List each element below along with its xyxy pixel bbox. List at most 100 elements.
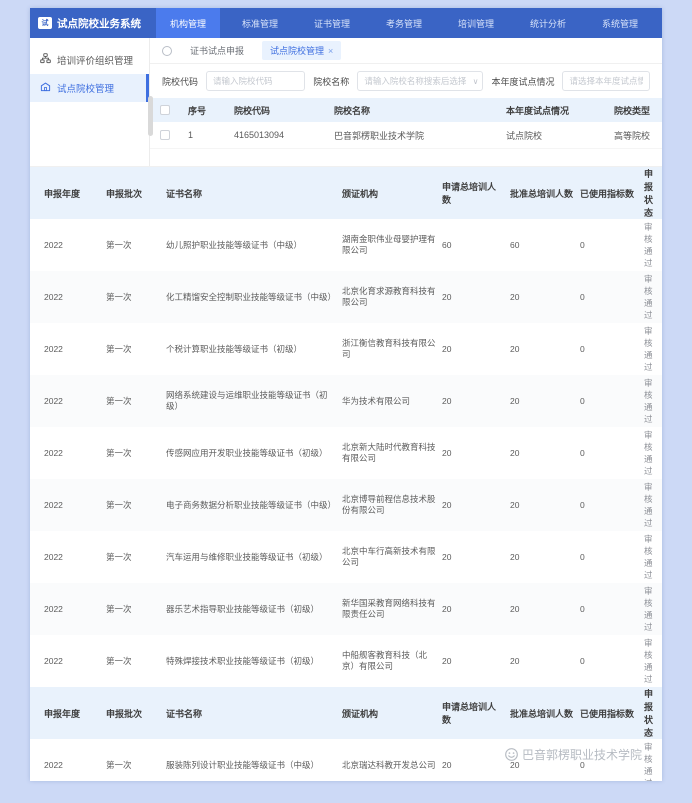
cert-cell-batch: 第一次	[106, 760, 132, 770]
cert-cell-used: 0	[580, 656, 585, 666]
cert-cell-approved: 20	[510, 604, 520, 614]
cert-cell-name: 汽车运用与维修职业技能等级证书（初级）	[166, 551, 328, 562]
cert-cell-applied: 20	[442, 760, 452, 770]
cert-cell-batch: 第一次	[106, 552, 132, 562]
cert-cell-batch: 第一次	[106, 292, 132, 302]
cert-cell-applied: 20	[442, 656, 452, 666]
tab-bar: 证书试点申报 试点院校管理 ×	[150, 38, 662, 64]
nav-item-link[interactable]: 培训管理	[457, 18, 494, 29]
cert-cell-year: 2022	[44, 760, 63, 770]
cert-cell-year: 2022	[44, 344, 63, 354]
nav-item-link[interactable]: 考务管理	[385, 18, 422, 29]
cert-cell-org: 新华国采教育网络科技有限责任公司	[342, 598, 436, 619]
cert-table-row[interactable]: 2022 第一次 服装陈列设计职业技能等级证书（中级） 北京瑞达科教开发总公司 20 20…	[30, 739, 662, 781]
cert-cell-org: 北京化育求源教育科技有限公司	[342, 286, 436, 307]
cert-col-header: 申报状态	[644, 169, 654, 218]
cert-cell-used: 0	[580, 396, 585, 406]
cell-type: 高等院校	[614, 130, 651, 141]
cert-table-row[interactable]: 2022 第一次 化工精馏安全控制职业技能等级证书（中级） 北京化育求源教育科技有限公…	[30, 271, 662, 323]
select-all-checkbox[interactable]	[160, 105, 170, 115]
tab-active[interactable]: 试点院校管理 ×	[262, 41, 342, 60]
nav-item-active[interactable]: 机构管理	[155, 8, 220, 38]
cert-table-row[interactable]: 2022 第一次 网络系统建设与运维职业技能等级证书（初级） 华为技术有限公司 20 20…	[30, 375, 662, 427]
cert-col-header: 申请总培训人数	[442, 702, 497, 725]
cert-col-header: 已使用指标数	[580, 188, 635, 199]
cert-col-header: 证书名称	[166, 188, 203, 199]
cert-cell-used: 0	[580, 552, 585, 562]
school-name-select[interactable]	[358, 72, 483, 90]
sidebar-item[interactable]: 培训评价组织管理	[30, 46, 149, 74]
sidebar-item[interactable]: 试点院校管理	[30, 74, 149, 102]
row-checkbox[interactable]	[160, 130, 170, 140]
cert-table-row[interactable]: 2022 第一次 幼儿照护职业技能等级证书（中级） 湖南金职伟业母婴护理有限公司 60 6…	[30, 219, 662, 271]
school-code-label: 院校代码	[162, 76, 199, 87]
cert-table-row[interactable]: 2022 第一次 传感网应用开发职业技能等级证书（初级） 北京新大陆时代教育科技有限公…	[30, 427, 662, 479]
cert-cell-year: 2022	[44, 240, 63, 250]
cert-cell-approved: 60	[510, 240, 520, 250]
tab-close-icon[interactable]: ×	[328, 46, 334, 56]
cert-cell-batch: 第一次	[106, 344, 132, 354]
cert-cell-status: 审核通过	[644, 326, 653, 372]
cert-cell-org: 北京瑞达科教开发总公司	[342, 759, 436, 770]
nav-item-link[interactable]: 系统管理	[601, 18, 638, 29]
app-logo-icon: 试	[38, 17, 52, 29]
cert-cell-applied: 20	[442, 500, 452, 510]
cert-cell-year: 2022	[44, 656, 63, 666]
cert-cell-approved: 20	[510, 552, 520, 562]
cert-cell-approved: 20	[510, 396, 520, 406]
cert-cell-status: 审核通过	[644, 482, 653, 528]
sidebar-scrollbar[interactable]	[148, 96, 153, 136]
app-brand: 试 试点院校业务系统	[30, 8, 152, 38]
cert-cell-status: 审核通过	[644, 222, 653, 268]
col-type: 院校类型	[614, 105, 651, 116]
cert-cell-approved: 20	[510, 500, 520, 510]
cert-col-header: 批准总培训人数	[510, 708, 574, 719]
school-table-row[interactable]: 1 4165013094 巴音郭楞职业技术学院 试点院校 高等院校	[150, 122, 662, 149]
cert-cell-org: 北京中车行高新技术有限公司	[342, 546, 436, 567]
cert-table-row[interactable]: 2022 第一次 器乐艺术指导职业技能等级证书（初级） 新华国采教育网络科技有限责任公…	[30, 583, 662, 635]
nav-item-link[interactable]: 统计分析	[529, 18, 566, 29]
school-code-input[interactable]	[207, 72, 305, 90]
cert-table-header-row: 申报年度 申报批次 证书名称 颁证机构 申请总培训人数 批准总培训人数 已使用指标数 申报状态	[30, 687, 662, 739]
cert-table-row[interactable]: 2022 第一次 汽车运用与维修职业技能等级证书（初级） 北京中车行高新技术有限公司 2…	[30, 531, 662, 583]
cert-col-header: 申报年度	[44, 708, 81, 719]
cert-table-row[interactable]: 2022 第一次 电子商务数据分析职业技能等级证书（中级） 北京博导前程信息技术股份有…	[30, 479, 662, 531]
cert-cell-year: 2022	[44, 604, 63, 614]
cert-cell-year: 2022	[44, 448, 63, 458]
nav-item-link[interactable]: 证书管理	[313, 18, 350, 29]
home-circle-icon[interactable]	[162, 45, 172, 56]
cert-cell-used: 0	[580, 344, 585, 354]
cert-cell-applied: 20	[442, 448, 452, 458]
cert-cell-batch: 第一次	[106, 500, 132, 510]
cert-col-header: 申报年度	[44, 188, 81, 199]
cert-table-row[interactable]: 2022 第一次 特殊焊接技术职业技能等级证书（初级） 中船舰客教育科技（北京）有限公…	[30, 635, 662, 687]
school-name-field-wrap: ∨	[357, 71, 484, 91]
pilot-status-select[interactable]	[563, 72, 649, 90]
sidebar-item-label: 培训评价组织管理	[57, 56, 134, 67]
cert-cell-batch: 第一次	[106, 396, 132, 406]
tab-item[interactable]: 证书试点申报	[190, 46, 245, 56]
cert-cell-batch: 第一次	[106, 448, 132, 458]
cert-cell-name: 化工精馏安全控制职业技能等级证书（中级）	[166, 291, 337, 302]
cert-col-header: 颁证机构	[342, 188, 379, 199]
cert-cell-org: 北京新大陆时代教育科技有限公司	[342, 442, 436, 463]
cert-cell-approved: 20	[510, 656, 520, 666]
pilot-status-label: 本年度试点情况	[491, 76, 555, 87]
cert-cell-approved: 20	[510, 344, 520, 354]
cert-table-row[interactable]: 2022 第一次 个税计算职业技能等级证书（初级） 浙江衡信教育科技有限公司 20 20 0…	[30, 323, 662, 375]
cell-name: 巴音郭楞职业技术学院	[334, 130, 425, 141]
cert-cell-name: 特殊焊接技术职业技能等级证书（初级）	[166, 655, 320, 666]
cert-col-header: 申报批次	[106, 708, 143, 719]
cert-cell-name: 网络系统建设与运维职业技能等级证书（初级）	[166, 390, 328, 411]
cert-cell-status: 审核通过	[644, 274, 653, 320]
cert-cell-status: 审核通过	[644, 430, 653, 476]
cert-cell-year: 2022	[44, 396, 63, 406]
nav-item-link[interactable]: 标准管理	[241, 18, 278, 29]
cert-cell-status: 审核通过	[644, 534, 653, 580]
cert-cell-batch: 第一次	[106, 240, 132, 250]
cert-cell-applied: 20	[442, 604, 452, 614]
filter-bar: 院校代码 院校名称 ∨ 本年度试点情况	[150, 64, 662, 98]
main-panel: 证书试点申报 试点院校管理× 院校代码 院校名称 ∨ 本年度试点情况 序号	[150, 38, 662, 166]
school-icon	[40, 81, 51, 95]
cert-col-header: 申报批次	[106, 188, 143, 199]
